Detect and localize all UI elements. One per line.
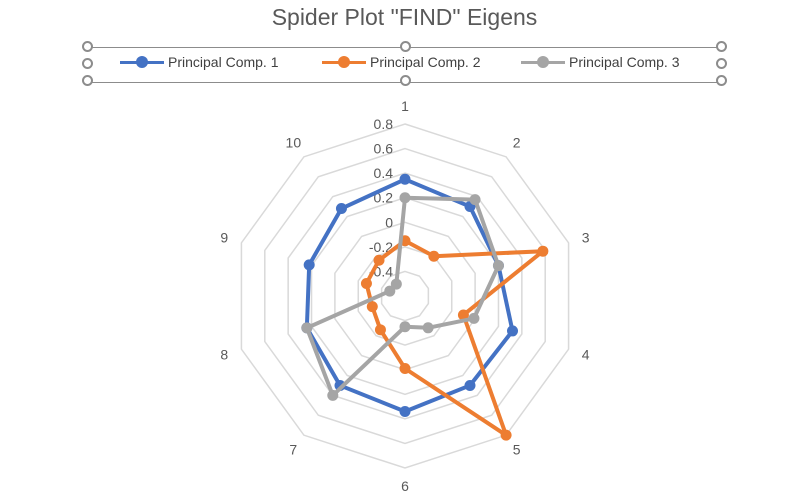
grid-ring [264,147,546,445]
resize-handle-middle-right[interactable] [716,58,727,69]
data-point-s2-c8[interactable] [366,301,378,313]
data-point-s1-c4[interactable] [506,325,518,337]
grid-ring [287,172,523,420]
category-label-9: 9 [220,229,228,245]
legend-label-1: Principal Comp. 1 [168,54,279,70]
grid-ring [357,246,453,346]
category-label-2: 2 [513,134,521,150]
resize-handle-bottom-left[interactable] [82,75,93,86]
data-point-s2-c4[interactable] [457,309,469,321]
data-point-s3-c3[interactable] [492,260,504,272]
legend-entry-2[interactable]: Principal Comp. 2 [322,52,481,72]
legend-entry-3[interactable]: Principal Comp. 3 [521,52,680,72]
resize-handle-top-left[interactable] [82,41,93,52]
category-label-5: 5 [513,442,521,458]
radial-tick-label: -0.2 [369,239,393,255]
data-point-s3-c1[interactable] [399,192,411,204]
resize-handle-middle-left[interactable] [82,58,93,69]
data-point-s3-c9[interactable] [384,285,396,297]
data-point-s2-c9[interactable] [360,277,372,289]
category-label-6: 6 [401,478,409,494]
resize-handle-bottom-center[interactable] [400,75,411,86]
data-point-s1-c5[interactable] [464,379,476,391]
data-point-s3-c10[interactable] [390,278,402,290]
resize-handle-top-center[interactable] [400,41,411,52]
category-label-8: 8 [220,347,228,363]
data-point-s2-c5[interactable] [500,429,512,441]
data-point-s3-c8[interactable] [301,322,313,334]
data-point-s1-c9[interactable] [303,259,315,271]
data-point-s1-c1[interactable] [399,173,411,185]
data-point-s2-c2[interactable] [428,250,440,262]
data-point-s3-c5[interactable] [422,322,434,334]
radial-tick-label: 0.2 [374,190,394,206]
radial-tick-label: 0.8 [374,116,394,132]
radial-tick-label: 0.6 [374,141,394,157]
legend-entry-1[interactable]: Principal Comp. 1 [120,52,279,72]
legend-swatch-3 [521,52,565,72]
data-point-s2-c10[interactable] [373,254,385,266]
radial-tick-label: 0.4 [374,165,394,181]
grid-ring [380,270,430,322]
data-point-s2-c3[interactable] [537,245,549,257]
data-point-s2-c6[interactable] [399,362,411,374]
data-point-s1-c10[interactable] [335,203,347,215]
legend-label-3: Principal Comp. 3 [569,54,680,70]
radial-tick-label: 0 [385,214,393,230]
grid-ring [240,123,570,469]
data-point-s3-c7[interactable] [327,389,339,401]
data-point-s2-c7[interactable] [374,324,386,336]
data-point-s3-c2[interactable] [469,194,481,206]
category-label-3: 3 [582,229,590,245]
data-point-s1-c6[interactable] [399,405,411,417]
data-point-s3-c6[interactable] [399,321,411,333]
resize-handle-bottom-right[interactable] [716,75,727,86]
legend-label-2: Principal Comp. 2 [370,54,481,70]
category-label-4: 4 [582,347,590,363]
legend-swatch-2 [322,52,366,72]
category-label-1: 1 [401,98,409,114]
legend-swatch-1 [120,52,164,72]
resize-handle-top-right[interactable] [716,41,727,52]
category-label-7: 7 [289,442,297,458]
data-point-s3-c4[interactable] [468,312,480,324]
category-label-10: 10 [286,134,302,150]
chart-title: Spider Plot "FIND" Eigens [271,4,538,30]
grid-ring [310,196,500,396]
